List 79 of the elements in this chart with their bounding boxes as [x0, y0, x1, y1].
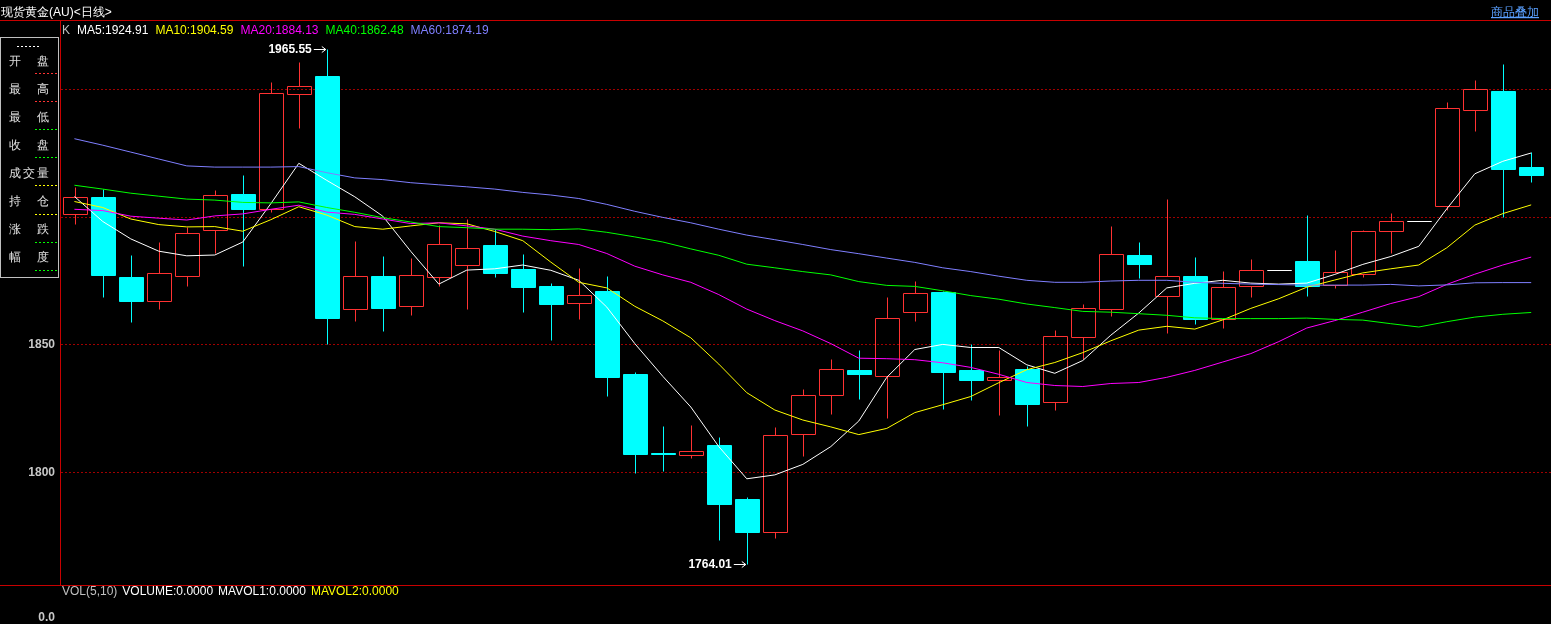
- text: MA10:1904.59: [155, 23, 234, 37]
- text: MA5:1924.91: [77, 23, 149, 37]
- candlestick: [651, 426, 676, 472]
- candlestick: [119, 255, 144, 323]
- candlestick: [483, 229, 508, 278]
- candlestick: [595, 276, 620, 397]
- candlestick: [175, 227, 200, 287]
- candlestick: [791, 389, 816, 457]
- candlestick: [1043, 330, 1068, 411]
- candlestick: [371, 256, 396, 332]
- annotation: MAVOL2:0.0000: [310, 584, 400, 598]
- candlestick: [1155, 199, 1180, 334]
- candlestick: [567, 268, 592, 320]
- text: 0.0: [38, 610, 56, 624]
- candlestick: [287, 62, 312, 129]
- candlestick: [1211, 271, 1236, 329]
- candlestick: [1491, 64, 1516, 218]
- line-series: [74, 138, 1532, 287]
- annotation: MAVOL1:0.0000: [218, 584, 307, 598]
- candlestick: [147, 242, 172, 310]
- candlestick: [847, 350, 872, 400]
- candlestick: [679, 425, 704, 459]
- text: MA20:1884.13: [240, 23, 319, 37]
- candlestick: [735, 497, 760, 565]
- candlestick: [959, 344, 984, 401]
- candlestick: [91, 189, 116, 298]
- candlestick: [1099, 226, 1124, 317]
- candlestick: [455, 219, 480, 310]
- text: MA60:1874.19: [410, 23, 489, 37]
- text: MA40:1862.48: [325, 23, 404, 37]
- annotation: VOLUME:0.0000: [122, 584, 214, 598]
- text: 最 低: [9, 109, 49, 124]
- candlestick: [1351, 230, 1376, 278]
- line-series: [74, 201, 1532, 436]
- candlestick: [511, 254, 536, 313]
- text: 涨 跌: [9, 221, 49, 236]
- annotation: 1764.01: [688, 557, 733, 572]
- text: 持 仓: [9, 193, 49, 208]
- candlestick: [203, 190, 228, 254]
- chart-title: 现货黄金(AU)<日线>: [1, 5, 112, 19]
- candlestick: [819, 359, 844, 415]
- legend-title: K: [62, 23, 71, 37]
- text: 收 盘: [9, 137, 49, 152]
- candlestick: [1071, 304, 1096, 360]
- candlestick: [931, 291, 956, 410]
- y-tick-label: 1850: [28, 337, 56, 352]
- candlestick: [427, 225, 452, 287]
- line-series: [74, 152, 1532, 480]
- candlestick: [1435, 102, 1460, 211]
- candlestick: [1463, 80, 1488, 132]
- candlestick: [1127, 242, 1152, 279]
- candlestick: [623, 372, 648, 474]
- line-series: [74, 184, 1532, 328]
- y-tick-label: 1800: [28, 465, 56, 480]
- text: 幅 度: [9, 249, 49, 264]
- candlestick: [875, 297, 900, 419]
- candlestick: [231, 175, 256, 267]
- candlestick: [315, 49, 340, 345]
- annotation: VOL(5,10): [62, 584, 118, 598]
- text: 开 盘: [9, 53, 49, 68]
- candlestick: [259, 82, 284, 213]
- candlestick: [707, 437, 732, 541]
- text: 最 高: [9, 81, 49, 96]
- candlestick: [1183, 257, 1208, 325]
- candlestick: [1015, 366, 1040, 427]
- candlestick: [987, 350, 1012, 416]
- candlestick: [343, 241, 368, 322]
- candlestick: [1519, 152, 1544, 183]
- text: 商品叠加: [1491, 5, 1539, 19]
- candlestick: [539, 283, 564, 341]
- candlestick: [63, 187, 88, 225]
- candlestick: [903, 281, 928, 322]
- candlestick: [1239, 259, 1264, 298]
- candlestick: [763, 427, 788, 539]
- annotation: 1965.55: [268, 42, 313, 57]
- text: 成交量: [9, 165, 49, 180]
- candlestick: [1379, 213, 1404, 254]
- candlestick: [399, 258, 424, 316]
- line-series: [74, 204, 1532, 387]
